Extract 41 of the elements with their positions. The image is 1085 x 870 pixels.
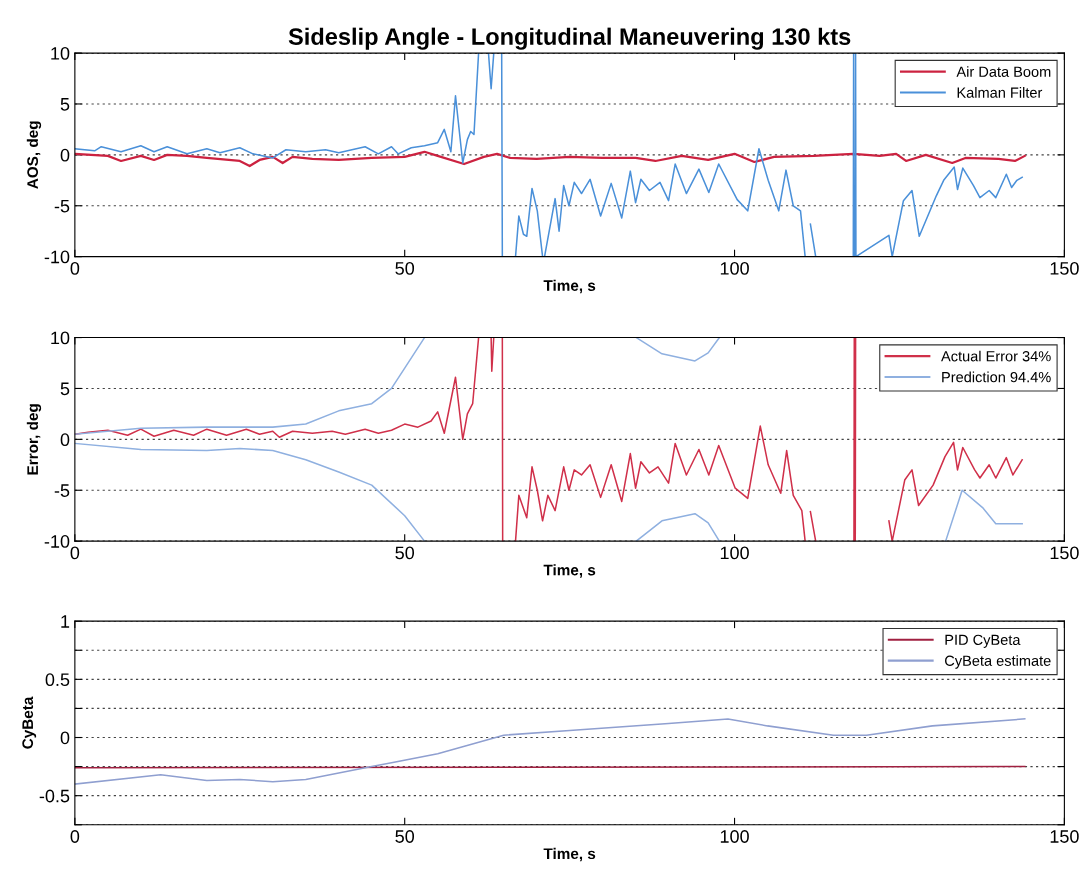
- y-axis-title: AOS, deg: [26, 121, 42, 189]
- x-tick-label: 150: [1050, 261, 1079, 275]
- legend-label: Actual Error 34%: [941, 350, 1051, 362]
- x-tick-label: 0: [70, 830, 80, 843]
- y-tick-label: 5: [60, 98, 70, 111]
- legend-label: Air Data Boom: [956, 66, 1051, 77]
- y-tick-label: -10: [44, 250, 70, 264]
- y-tick-label: 0: [60, 731, 70, 745]
- y-tick-label: -5: [54, 484, 70, 497]
- y-tick-label: 10: [51, 331, 70, 345]
- x-tick-label: 50: [395, 261, 415, 275]
- y-tick-label: 1: [61, 615, 70, 628]
- x-tick-label: 0: [70, 261, 80, 275]
- chart-title: Sideslip Angle - Longitudinal Maneuvering 130 kts: [288, 27, 851, 50]
- y-tick-label: -0.5: [39, 789, 70, 803]
- y-axis-title: CyBeta: [22, 696, 37, 749]
- x-tick-label: 50: [395, 830, 415, 843]
- y-tick-label: 0: [60, 433, 70, 447]
- y-tick-label: 0.5: [45, 673, 70, 687]
- x-tick-label: 100: [720, 546, 749, 560]
- x-axis-title: Time, s: [543, 279, 596, 294]
- x-tick-label: 150: [1050, 546, 1079, 560]
- x-tick-label: 100: [720, 830, 749, 843]
- legend-label: PID CyBeta: [945, 634, 1021, 648]
- y-tick-label: -5: [54, 199, 70, 213]
- x-tick-label: 50: [395, 546, 415, 560]
- y-tick-label: 0: [60, 148, 70, 162]
- line-series: [74, 718, 1026, 785]
- legend-label: Prediction 94.4%: [942, 371, 1051, 383]
- x-axis-title: Time, s: [543, 564, 596, 578]
- x-tick-label: 100: [720, 261, 749, 275]
- y-tick-label: 10: [51, 47, 70, 60]
- y-tick-label: 5: [60, 382, 70, 396]
- x-tick-label: 0: [70, 546, 80, 560]
- y-axis-title: Error, deg: [26, 404, 42, 475]
- line-series: [74, 150, 1026, 168]
- legend-label: Kalman Filter: [957, 87, 1043, 98]
- y-tick-label: -10: [44, 535, 70, 548]
- x-tick-label: 150: [1050, 830, 1079, 843]
- x-axis-title: Time, s: [543, 847, 596, 862]
- legend-label: CyBeta estimate: [945, 655, 1051, 669]
